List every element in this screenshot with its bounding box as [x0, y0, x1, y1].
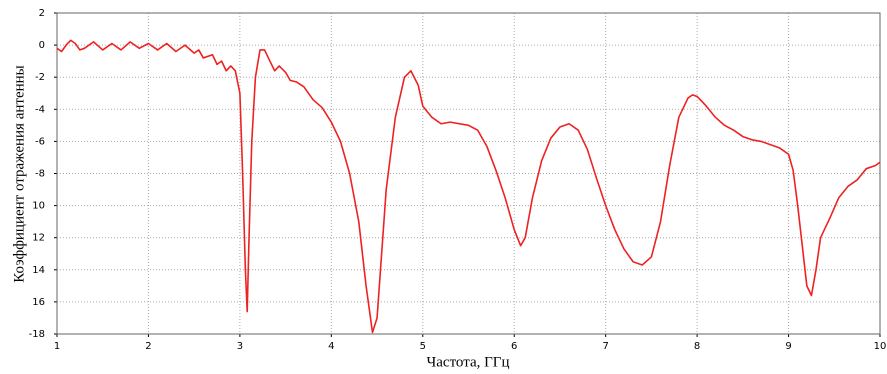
y-axis-label: Коэффициент отражения антенны: [11, 65, 27, 282]
y-tick-label: 2: [39, 8, 45, 19]
x-tick-label: 5: [420, 341, 426, 352]
x-tick-label: 4: [328, 341, 334, 352]
x-tick-label: 10: [874, 341, 887, 352]
x-tick-label: 1: [54, 341, 60, 352]
x-axis-label: Частота, ГГц: [427, 354, 510, 370]
y-tick-label: 10: [32, 201, 45, 212]
y-tick-label: 0: [39, 40, 45, 51]
x-tick-label: 7: [602, 341, 608, 352]
y-tick-label: -6: [35, 136, 45, 147]
y-tick-label: -18: [29, 329, 45, 340]
y-tick-label: -2: [35, 72, 45, 83]
x-tick-label: 6: [511, 341, 517, 352]
y-tick-label: -8: [35, 169, 45, 180]
y-tick-label: 14: [32, 265, 45, 276]
data-line: [56, 39, 881, 334]
y-tick-label: 12: [32, 233, 45, 244]
y-tick-label: -4: [35, 104, 45, 115]
x-tick-label: 8: [694, 341, 700, 352]
x-tick-label: 9: [785, 341, 791, 352]
x-tick-label: 2: [145, 341, 151, 352]
x-tick-label: 3: [237, 341, 243, 352]
plot-frame: [56, 12, 881, 335]
y-tick-label: 16: [32, 297, 45, 308]
